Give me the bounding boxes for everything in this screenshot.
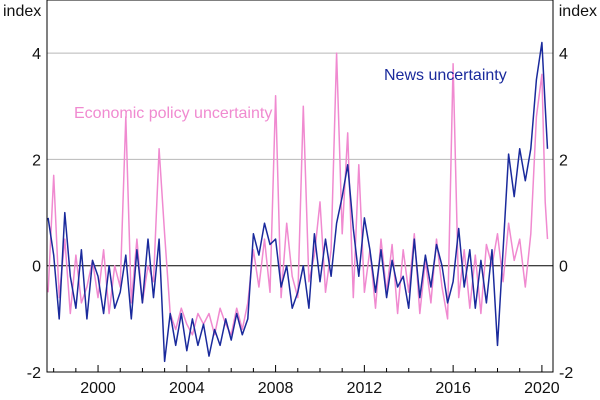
series-line-economic-policy-uncertainty	[47, 52, 549, 336]
y-tick-label-right: 2	[559, 152, 568, 169]
x-tick-label: 2012	[347, 380, 383, 397]
y-tick-label-right: 4	[559, 46, 568, 63]
x-tick-label: 2004	[169, 380, 205, 397]
left-axis-unit-label: index	[3, 3, 41, 20]
legend-economic-policy-uncertainty: Economic policy uncertainty	[74, 105, 272, 122]
y-tick-label-left: -2	[27, 365, 41, 382]
x-tick-label: 2020	[524, 380, 560, 397]
y-tick-label-right: -2	[559, 365, 573, 382]
series-line-news-uncertainty	[47, 41, 549, 363]
x-tick-label: 2016	[435, 380, 471, 397]
tick-labels: -2 -2 0 0 2 2 4 4 2000 2004 2008 2012 2016 2020	[27, 46, 574, 397]
legend-news-uncertainty: News uncertainty	[384, 67, 507, 84]
x-tick-label: 2008	[258, 380, 294, 397]
y-tick-label-left: 0	[32, 259, 41, 276]
axis-ticks	[53, 365, 543, 372]
y-tick-label-left: 4	[32, 46, 41, 63]
right-axis-unit-label: index	[559, 3, 597, 20]
y-tick-label-left: 2	[32, 152, 41, 169]
y-tick-label-right: 0	[559, 259, 568, 276]
series-lines	[47, 41, 549, 363]
plot-frame	[46, 0, 554, 373]
x-tick-label: 2000	[80, 380, 116, 397]
